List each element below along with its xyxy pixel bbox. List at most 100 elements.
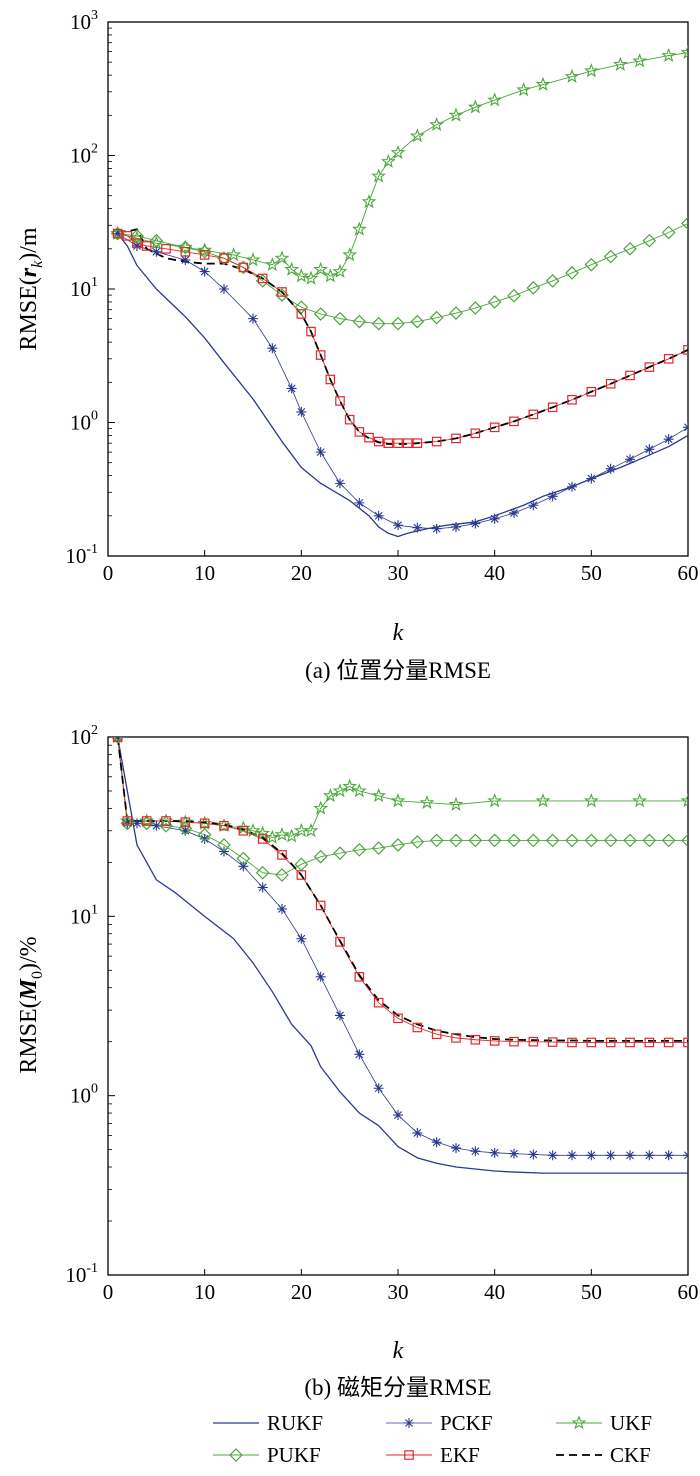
panel-a-series-ekf-point <box>161 244 171 254</box>
panel-a-series-ukf-point <box>197 242 213 257</box>
panel-a-series-ekf-line <box>117 233 688 444</box>
panel-b-series-pckf-point <box>683 1150 688 1161</box>
legend-label-ukf: UKF <box>610 1411 652 1435</box>
legend-marker-pckf <box>404 1418 414 1428</box>
panel-b-xtick-label: 0 <box>103 1280 114 1304</box>
panel-b-series-pckf-point <box>663 1150 674 1161</box>
panel-b-series-pckf-point <box>586 1150 597 1161</box>
panel-a-series-rukf-line <box>117 233 688 538</box>
panel-b-series-ekf-point <box>335 937 345 947</box>
panel-b-series-ukf-point <box>113 737 123 744</box>
panel-a-series-ekf-point <box>296 309 307 319</box>
panel-b-series-pukf-point <box>487 833 502 848</box>
panel-a-series-ukf-point <box>129 230 145 245</box>
panel-b-series-pukf-point <box>429 833 444 848</box>
panel-b-series-pckf-point <box>180 825 191 836</box>
panel-a-series-ukf-point <box>429 116 445 132</box>
panel-b-series-pckf-point <box>509 1148 519 1159</box>
panel-b-series-ukf-point <box>371 788 387 803</box>
panel-b-series-ekf-point <box>489 1036 500 1046</box>
panel-a-frame <box>107 21 689 557</box>
panel-a-ytick-label: 100 <box>70 409 98 435</box>
panel-b-series-ekf-point <box>431 1029 442 1040</box>
panel-b-xtick-label: 10 <box>194 1280 215 1304</box>
panel-a-series-ukf-point <box>487 92 503 107</box>
panel-a-series-ekf-point <box>451 433 461 444</box>
panel-a-series-ukf-point <box>245 252 261 267</box>
panel-b-ytick-label: 101 <box>70 902 98 928</box>
panel-b-series-ckf-line <box>116 737 688 1042</box>
panel-b-series-pukf-point <box>468 833 483 848</box>
panel-a-series-pckf-line <box>117 233 688 530</box>
legend-label-pukf: PUKF <box>267 1443 321 1467</box>
panel-a-series-ekf-point <box>489 422 500 433</box>
panel-b-series-ekf-point <box>277 850 287 860</box>
panel-b-series-ekf-point <box>586 1037 597 1048</box>
panel-a-series-ekf-point <box>625 370 635 381</box>
panel-a-series-pckf-point <box>509 507 519 518</box>
panel-a-series-pckf-point <box>354 497 365 508</box>
panel-a-series-pukf-point <box>681 216 688 231</box>
panel-a-series-pukf-point <box>584 257 599 272</box>
legend-marker-ekf <box>404 1450 414 1460</box>
panel-a-series-ukf-point <box>661 47 677 62</box>
panel-a-series-pukf-point <box>642 233 657 248</box>
panel-b-series-pukf-point <box>507 833 521 848</box>
panel-a-series-ukf-point <box>361 194 377 209</box>
panel-a-series-pckf-point <box>296 406 307 417</box>
panel-b-series-pukf-point <box>371 841 386 855</box>
panel-b-series-ukf-point <box>264 829 280 844</box>
panel-b-series-pukf-point <box>661 833 676 848</box>
panel-a-series-pckf-point <box>180 254 191 265</box>
panel-b-series-pckf-point <box>373 1083 384 1094</box>
panel-a-series-pckf-point <box>132 240 142 251</box>
legend: RUKF PCKF UKF PUKF EKF CKF <box>213 1411 652 1467</box>
panel-b-series-ukf-point <box>342 778 358 793</box>
panel-b-series-pckf-point <box>412 1127 423 1138</box>
panel-b-series-ukf-point <box>284 828 300 843</box>
panel-b-series-pckf-point <box>315 971 326 982</box>
panel-a-series-pckf-point <box>112 228 123 239</box>
panel-a-ylabel: RMSE(rk)/m <box>16 227 46 350</box>
panel-b-series-pukf-point <box>681 833 688 848</box>
panel-b-series-ekf-point <box>238 825 249 836</box>
panel-a-series-pukf-point <box>487 295 502 309</box>
panel-b-series-pukf-point <box>333 846 347 861</box>
panel-a-xtick-label: 10 <box>194 561 215 585</box>
panel-a-series-pckf-point <box>286 383 297 394</box>
panel-b-series-ekf-point <box>644 1037 655 1048</box>
panel-a-series-ekf-point <box>663 354 674 364</box>
panel-a-series-ukf-point <box>467 99 483 114</box>
panel-b-series-pckf-point <box>335 1010 345 1021</box>
legend-label-ekf: EKF <box>440 1443 480 1467</box>
panel-b-series-ukf-point <box>255 825 271 840</box>
panel-a-series-pukf-point <box>468 301 483 315</box>
panel-a-series-ekf-point <box>325 374 336 385</box>
panel-b-xtick-label: 30 <box>388 1280 409 1304</box>
panel-b-series-ekf-point <box>470 1034 481 1045</box>
panel-a-series-ukf-point <box>680 44 688 59</box>
panel-b-series-pukf-point <box>603 833 618 848</box>
panel-a-series-pckf-point <box>248 313 258 324</box>
panel-b-series-ukf-point <box>351 783 367 798</box>
panel-a-series-ukf-point <box>313 261 329 276</box>
panel-a-series-pukf-point <box>429 310 444 325</box>
panel-a-series-pukf-point <box>149 233 164 248</box>
panel-b-series-ekf-point <box>354 972 365 982</box>
panel-a-xtick-label: 40 <box>484 561 505 585</box>
panel-a-series-pckf-point <box>644 444 655 455</box>
panel-b-series-pukf-point <box>391 838 405 852</box>
panel-b-series-pckf-point <box>354 1049 365 1060</box>
panel-b-series-ekf-point <box>315 900 326 911</box>
panel-a-series-ekf-point <box>180 246 191 257</box>
panel-b-xtick-label: 40 <box>484 1280 505 1304</box>
panel-b-series-pukf-point <box>352 842 367 857</box>
panel-a-series-ukf-point <box>351 221 367 236</box>
panel-b-series-ekf-point <box>199 818 210 829</box>
panel-b-series-ekf-point <box>122 816 133 826</box>
panel-a-series-pukf-point <box>507 288 521 303</box>
panel-a-series-ekf-point <box>431 436 442 447</box>
panel-a-xlabel: k <box>393 620 404 646</box>
legend-label-rukf: RUKF <box>267 1411 323 1435</box>
